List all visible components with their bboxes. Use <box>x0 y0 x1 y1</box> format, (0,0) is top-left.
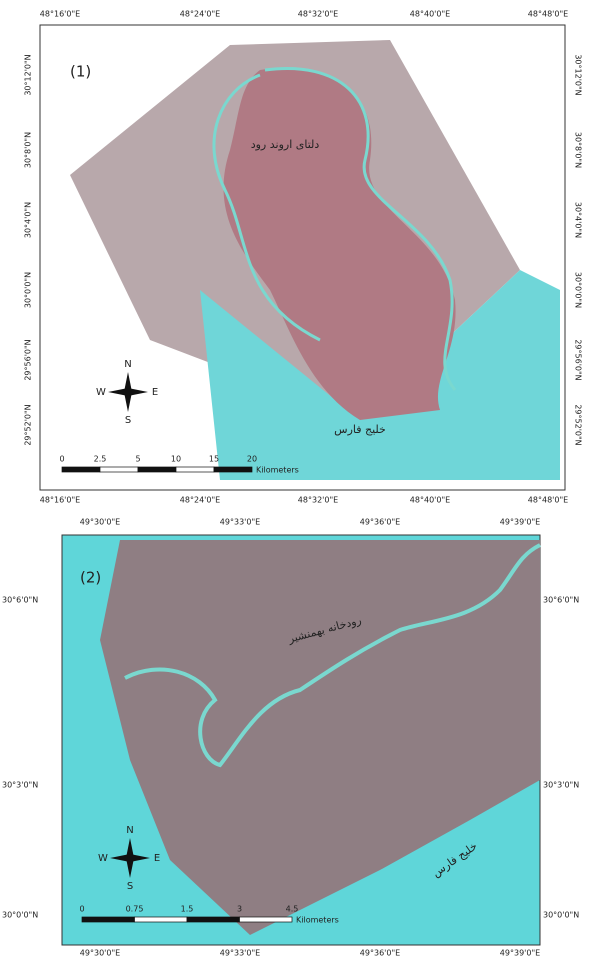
scale-label: 0 <box>79 905 84 914</box>
y-tick-label: 30°12'0"N <box>574 54 583 95</box>
y-tick-label: 30°4'0"N <box>24 202 33 238</box>
scale-segment <box>214 467 252 472</box>
figure: (1) دلتای اروند رود خلیج فارس (2) رودخان… <box>0 0 589 962</box>
x-tick-label: 49°33'0"E <box>220 518 260 527</box>
x-tick-label: 48°32'0"E <box>298 10 338 19</box>
scale-segment <box>138 467 176 472</box>
y-tick-label: 29°56'0"N <box>24 339 33 380</box>
y-tick-label: 30°12'0"N <box>24 54 33 95</box>
compass-letter: S <box>125 415 131 426</box>
scale-segment <box>82 917 135 922</box>
page: (1) دلتای اروند رود خلیج فارس (2) رودخان… <box>0 0 589 966</box>
scale-segment <box>135 917 188 922</box>
x-tick-label: 48°24'0"E <box>180 10 220 19</box>
compass-letter: E <box>152 387 158 398</box>
scale-label: 5 <box>135 455 140 464</box>
scale-label: 1.5 <box>181 905 194 914</box>
x-tick-label: 49°30'0"E <box>80 518 120 527</box>
y-tick-label: 30°6'0"N <box>2 596 38 605</box>
compass-letter: N <box>124 359 131 370</box>
y-tick-label: 29°56'0"N <box>574 339 583 380</box>
y-tick-label: 30°0'0"N <box>2 911 38 920</box>
scale-segment <box>100 467 138 472</box>
y-tick-label: 30°4'0"N <box>574 202 583 238</box>
x-tick-label: 48°48'0"E <box>528 10 568 19</box>
x-tick-label: 49°36'0"E <box>360 949 400 958</box>
scale-label: 2.5 <box>94 455 107 464</box>
y-tick-label: 30°0'0"N <box>24 272 33 308</box>
scale-segment <box>62 467 100 472</box>
compass-letter: S <box>127 881 133 892</box>
place-label: دلتای اروند رود <box>251 138 320 151</box>
x-tick-label: 48°24'0"E <box>180 496 220 505</box>
scale-label: 3 <box>237 905 242 914</box>
y-tick-label: 30°0'0"N <box>543 911 579 920</box>
scale-label: 15 <box>209 455 219 464</box>
y-tick-label: 30°6'0"N <box>543 596 579 605</box>
scale-segment <box>240 917 293 922</box>
y-tick-label: 30°3'0"N <box>543 781 579 790</box>
compass-letter: W <box>96 387 106 398</box>
y-tick-label: 29°52'0"N <box>574 404 583 445</box>
y-tick-label: 29°52'0"N <box>24 404 33 445</box>
x-tick-label: 49°36'0"E <box>360 518 400 527</box>
place-label: خلیج فارس <box>334 423 386 436</box>
x-tick-label: 48°48'0"E <box>528 496 568 505</box>
y-tick-label: 30°8'0"N <box>574 132 583 168</box>
scale-label: 20 <box>247 455 257 464</box>
compass-letter: W <box>98 853 108 864</box>
x-tick-label: 48°32'0"E <box>298 496 338 505</box>
scale-unit: Kilometers <box>296 916 339 925</box>
panel-label: (1) <box>70 63 91 81</box>
scale-unit: Kilometers <box>256 466 299 475</box>
x-tick-label: 48°16'0"E <box>40 496 80 505</box>
x-tick-label: 49°30'0"E <box>80 949 120 958</box>
x-tick-label: 48°40'0"E <box>410 10 450 19</box>
y-tick-label: 30°0'0"N <box>574 272 583 308</box>
x-tick-label: 49°39'0"E <box>500 518 540 527</box>
x-tick-label: 49°39'0"E <box>500 949 540 958</box>
scale-label: 10 <box>171 455 181 464</box>
x-tick-label: 48°16'0"E <box>40 10 80 19</box>
scale-segment <box>187 917 240 922</box>
x-tick-label: 49°33'0"E <box>220 949 260 958</box>
x-tick-label: 48°40'0"E <box>410 496 450 505</box>
compass-letter: N <box>126 825 133 836</box>
y-tick-label: 30°3'0"N <box>2 781 38 790</box>
scale-label: 0.75 <box>126 905 144 914</box>
y-tick-label: 30°8'0"N <box>24 132 33 168</box>
scale-label: 0 <box>59 455 64 464</box>
panel-label: (2) <box>80 569 101 587</box>
scale-segment <box>176 467 214 472</box>
compass-letter: E <box>154 853 160 864</box>
scale-label: 4.5 <box>286 905 299 914</box>
